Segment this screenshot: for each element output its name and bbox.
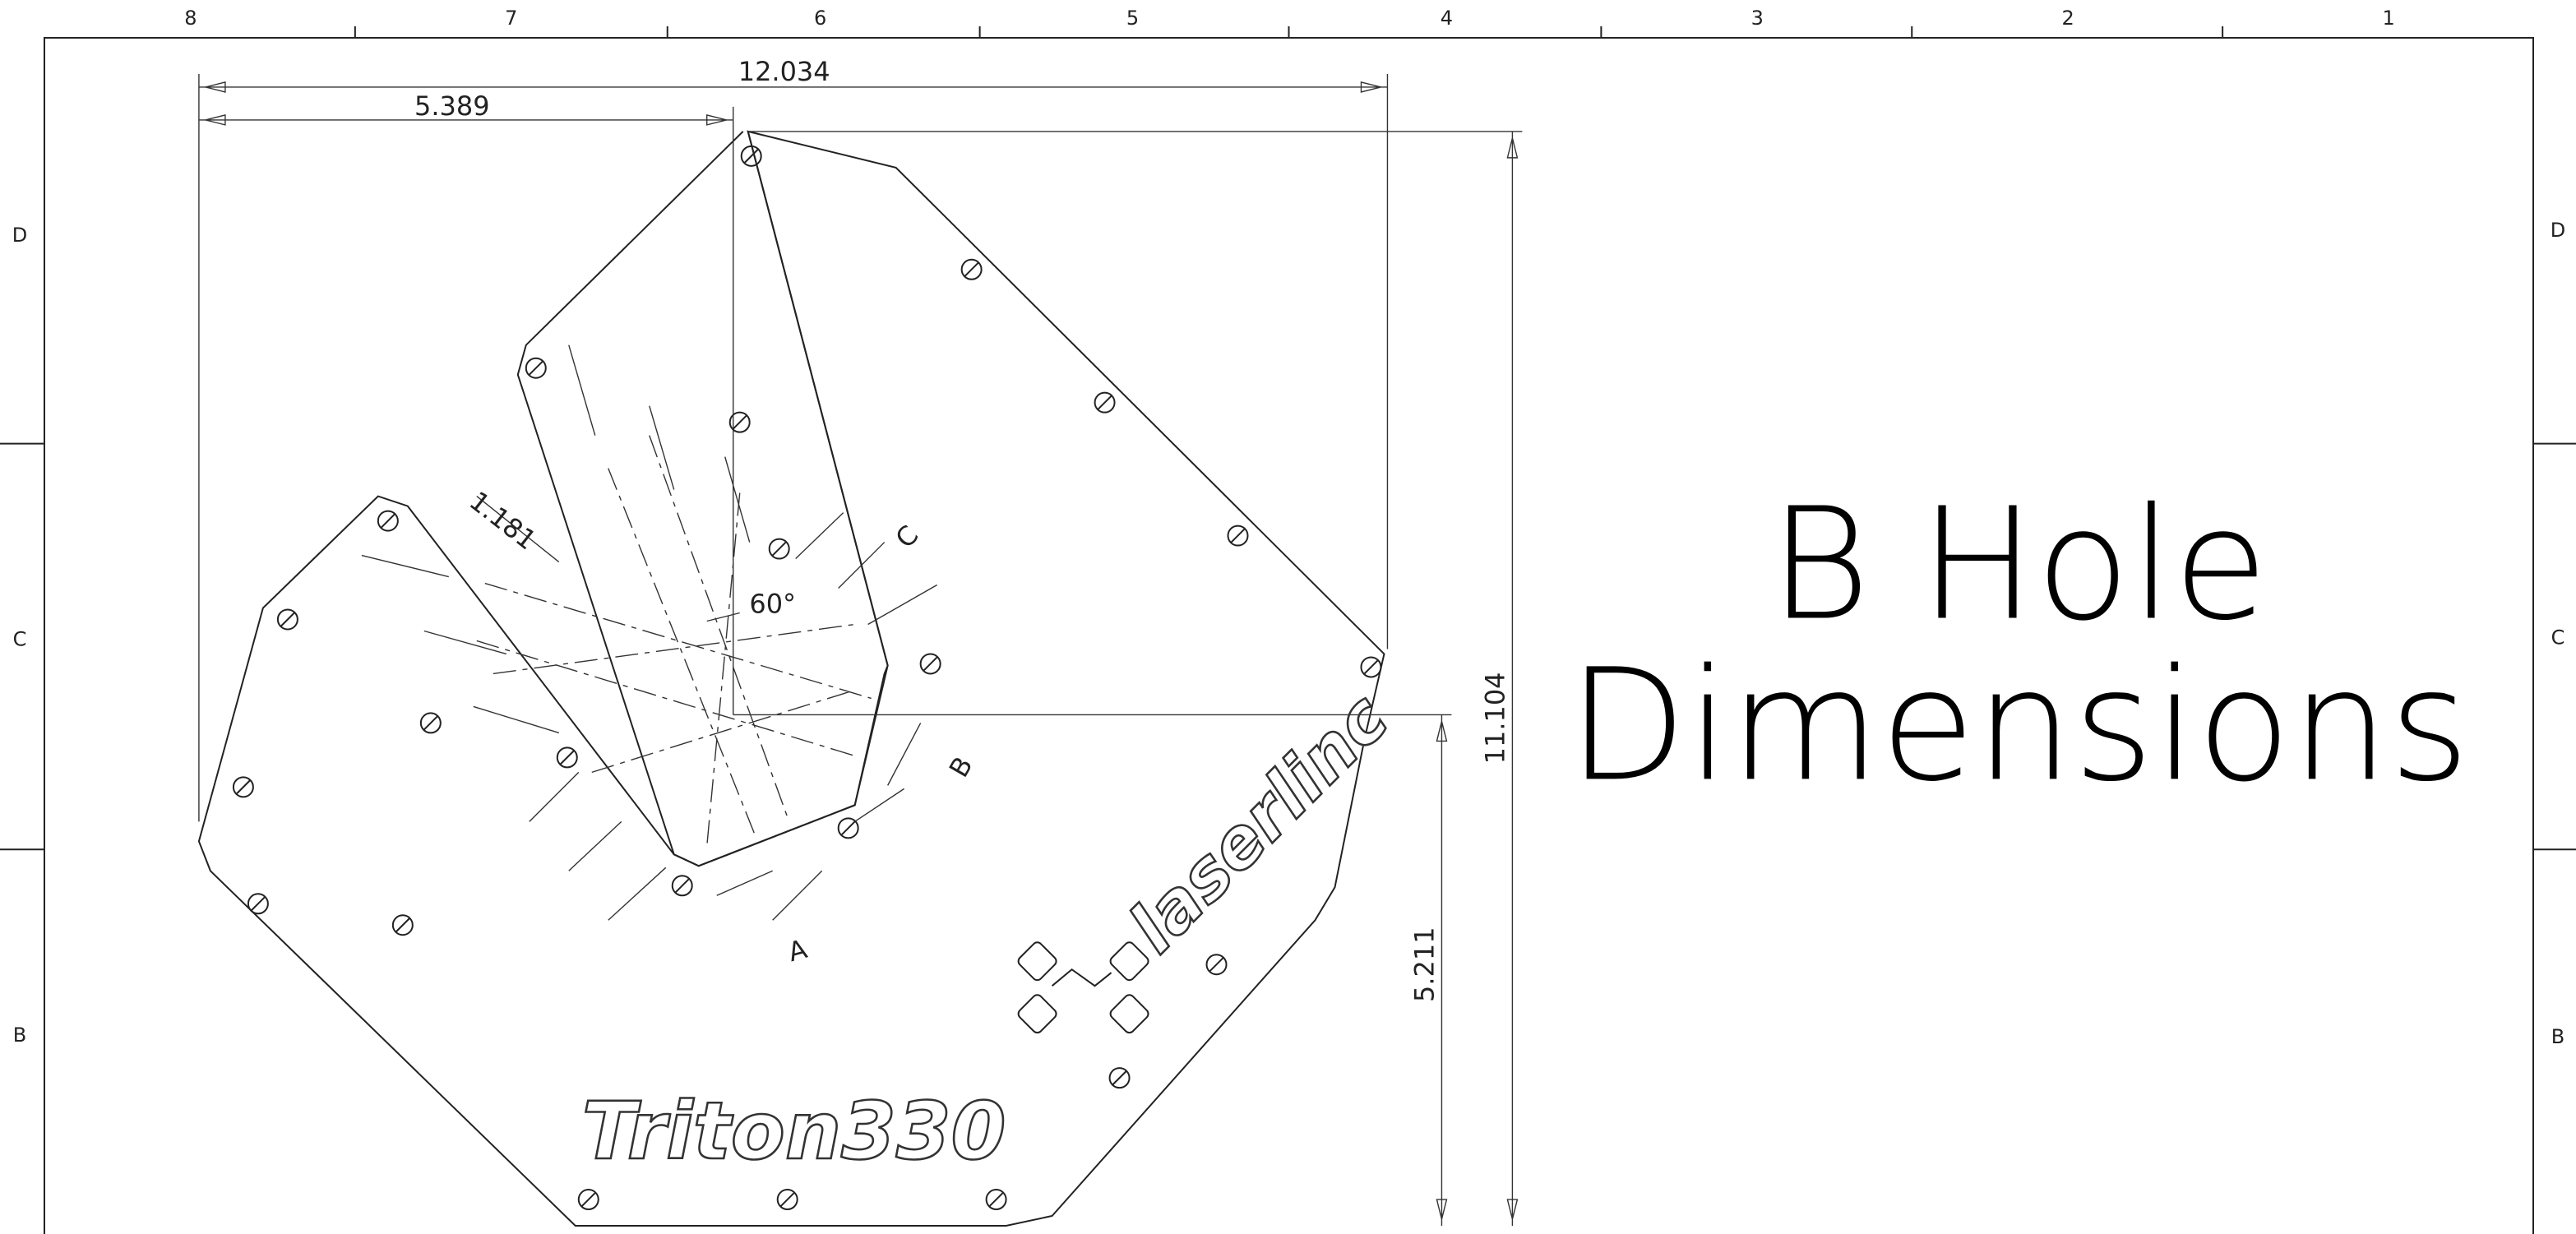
row-label: B xyxy=(2551,1025,2564,1048)
title-line: B Hole xyxy=(1769,476,2268,655)
screw-slot xyxy=(396,918,409,931)
screw-slot xyxy=(252,897,265,910)
slot-label: C xyxy=(890,520,925,555)
dimension-text: 1.181 xyxy=(464,485,543,556)
screw-slot xyxy=(1113,1071,1126,1084)
dimension-text: 12.034 xyxy=(738,56,830,87)
screw-slot xyxy=(281,613,294,626)
screw-slot xyxy=(561,751,574,764)
dimension-text: 11.104 xyxy=(1479,672,1510,764)
dimension-text: 5.389 xyxy=(414,90,490,122)
column-label: 8 xyxy=(184,7,197,30)
screw-slot xyxy=(530,362,543,375)
screw-slot xyxy=(1364,660,1377,673)
column-label: 5 xyxy=(1126,7,1139,30)
logo-link xyxy=(1052,969,1112,986)
column-label: 1 xyxy=(2382,7,2394,30)
model-engraving: Triton330 xyxy=(582,1085,1006,1177)
screw-slot xyxy=(842,821,855,834)
upper-plate xyxy=(518,132,888,866)
screw-slot xyxy=(733,416,747,429)
screw-slot xyxy=(990,1193,1003,1206)
screw-slot xyxy=(676,879,689,892)
dimension-text: 5.211 xyxy=(1408,927,1440,1002)
screw-slot xyxy=(1098,396,1112,409)
brand-engraving: laserlinc xyxy=(1113,678,1404,968)
screw-slot xyxy=(781,1193,794,1206)
logo xyxy=(1016,941,1150,1035)
screw-slot xyxy=(237,780,250,793)
holes xyxy=(234,146,1381,1209)
screw-slot xyxy=(924,657,937,670)
screw-slot xyxy=(1232,529,1245,543)
logo-square xyxy=(1108,993,1150,1035)
logo-square xyxy=(1016,941,1058,982)
logo-square xyxy=(1016,993,1058,1035)
screw-slot xyxy=(424,716,437,729)
center-lines xyxy=(477,436,872,847)
dimensions: 12.034 5.389 11.104 5.211 1.181 60° xyxy=(199,56,1522,1226)
row-label: D xyxy=(12,224,27,247)
row-label: C xyxy=(2551,626,2565,649)
screw-slot xyxy=(773,543,786,556)
screw-slot xyxy=(965,263,978,276)
slot-label: A xyxy=(784,933,810,968)
row-label: B xyxy=(13,1024,26,1047)
column-label: 7 xyxy=(505,7,517,30)
row-label: D xyxy=(2551,219,2565,242)
column-label: 4 xyxy=(1441,7,1453,30)
part: laserlinc Triton330 A B C xyxy=(199,132,1404,1226)
screw-slot xyxy=(1210,958,1223,971)
drawing-sheet: 8 7 6 5 4 3 2 1 D C B D C B laserlinc Tr… xyxy=(0,0,2576,1234)
row-label: C xyxy=(13,627,27,650)
screw-slot xyxy=(382,515,395,528)
column-label: 6 xyxy=(814,7,826,30)
title-line: Dimensions xyxy=(1568,636,2470,816)
logo-square xyxy=(1108,941,1150,982)
page: 8 7 6 5 4 3 2 1 D C B D C B laserlinc Tr… xyxy=(0,0,2576,1234)
dimension-text: 60° xyxy=(749,589,796,620)
slot-label: B xyxy=(943,751,979,783)
column-label: 3 xyxy=(1751,7,1764,30)
screw-slot xyxy=(582,1193,595,1206)
column-label: 2 xyxy=(2062,7,2074,30)
